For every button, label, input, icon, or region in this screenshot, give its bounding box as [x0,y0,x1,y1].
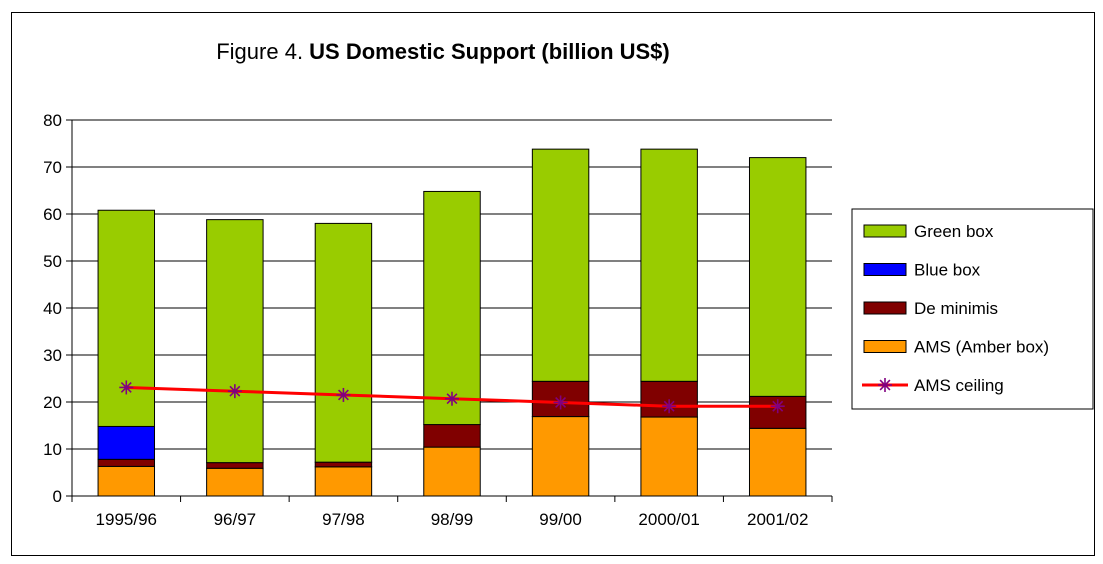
x-tick-label: 98/99 [431,510,474,529]
ams-ceiling-marker [445,391,459,406]
legend-entry: Blue box [863,261,981,280]
bar-segment-ams-amber-box [640,416,698,497]
ams-ceiling-marker [662,399,677,414]
bar-segment-blue-box [97,425,156,460]
y-tick-label: 60 [43,205,62,224]
chart-title-main: US Domestic Support (billion US$) [309,39,670,64]
legend-swatch [863,301,907,315]
bar-segment-green-box [748,157,807,397]
legend-label: Green box [914,222,994,241]
bar-segment-green-box [640,148,698,382]
bar-segment-ams-amber-box [97,465,156,497]
bar-segment-ams-amber-box [423,446,481,497]
y-tick-label: 80 [43,111,62,130]
legend-entry: AMS ceiling [862,376,1004,395]
ams-ceiling-marker [227,384,242,399]
chart-title-prefix: Figure 4. [216,39,309,64]
legend-label: AMS ceiling [914,376,1004,395]
y-tick-label: 10 [43,440,62,459]
x-tick-label: 99/00 [539,510,582,529]
legend-entry: AMS (Amber box) [863,338,1049,357]
legend-swatch [863,340,907,353]
y-tick-label: 70 [43,158,62,177]
bar-segment-green-box [423,190,481,426]
x-tick-label: 2000/01 [638,510,699,529]
ams-ceiling-marker [336,387,351,402]
y-tick-label: 20 [43,393,62,412]
bar-segment-ams-amber-box [314,466,373,497]
bar-segment-green-box [206,219,264,464]
x-tick-label: 96/97 [214,510,257,529]
y-tick-label: 0 [53,487,62,506]
chart-frame: Figure 4. US Domestic Support (billion U… [11,12,1095,556]
legend-swatch [863,224,907,238]
y-tick-label: 50 [43,252,62,271]
bar-segment-green-box [314,222,373,463]
bar-segment-de-minimis [314,461,373,468]
bar-segment-ams-amber-box [206,467,264,497]
legend-entry: De minimis [863,299,998,318]
chart-canvas: Figure 4. US Domestic Support (billion U… [43,39,1094,529]
y-tick-label: 30 [43,346,62,365]
bar-segment-de-minimis [423,424,481,448]
bar-segment-green-box [531,148,590,382]
x-tick-label: 97/98 [322,510,365,529]
ams-ceiling-marker [770,399,785,414]
legend-entry: Green box [863,222,994,241]
chart-title: Figure 4. US Domestic Support (billion U… [216,39,670,64]
bar-segment-ams-amber-box [531,416,590,497]
legend: Green box Blue box De minimis AMS (Amber bo… [851,208,1094,410]
legend-swatch [863,263,907,276]
legend-label: AMS (Amber box) [914,338,1049,357]
legend-label: De minimis [914,299,998,318]
bar-segment-ams-amber-box [748,427,807,497]
x-tick-label: 2001/02 [747,510,808,529]
plot-area: 0 10 20 30 40 50 60 70 80 1995/96 96/97 97/98 98/99 9… [43,111,833,529]
x-tick-label: 1995/96 [96,510,157,529]
ams-ceiling-marker [553,395,568,410]
legend-marker [878,378,892,392]
bar-segment-de-minimis [206,462,264,469]
y-tick-label: 40 [43,299,62,318]
legend-label: Blue box [914,261,981,280]
ams-ceiling-marker [119,380,134,395]
bar-segment-de-minimis [97,458,156,467]
